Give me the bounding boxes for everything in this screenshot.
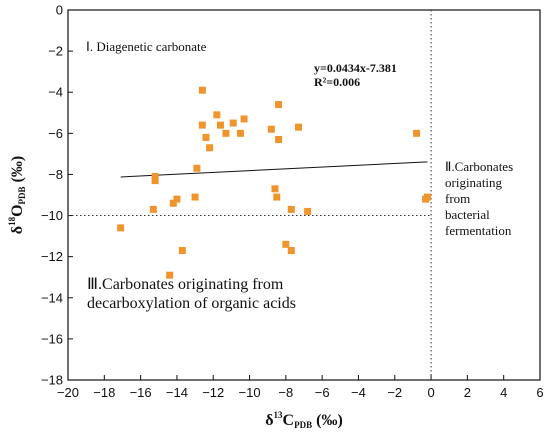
- data-point: [173, 195, 181, 203]
- data-point: [229, 119, 237, 127]
- x-axis-title-sup: 13: [274, 410, 284, 420]
- data-point: [169, 199, 177, 207]
- y-axis-title-symbol: O: [9, 204, 26, 216]
- region-2-label-line-1: Ⅱ.Carbonates: [445, 159, 513, 174]
- y-tick-label: −16: [41, 331, 63, 346]
- x-axis-title-delta: δ: [265, 412, 273, 429]
- data-point: [206, 144, 214, 152]
- data-point: [198, 86, 206, 94]
- region-3-label-line-2: decarboxylation of organic acids: [87, 295, 296, 312]
- y-tick-label: −18: [41, 373, 63, 388]
- y-tick-label: −8: [48, 167, 63, 182]
- data-point: [202, 133, 210, 141]
- data-point: [282, 240, 290, 248]
- data-point: [236, 129, 244, 137]
- data-point: [222, 129, 230, 137]
- data-point: [273, 193, 281, 201]
- y-tick-label: −4: [48, 85, 63, 100]
- data-point: [166, 271, 174, 279]
- data-point: [287, 205, 295, 213]
- y-tick-label: −2: [48, 44, 63, 59]
- x-tick-label: 2: [464, 385, 471, 400]
- x-tick-label: −6: [315, 385, 330, 400]
- data-point: [271, 185, 279, 193]
- y-axis-title-sub: PDB: [17, 186, 27, 204]
- trendline: [120, 161, 428, 178]
- region-2-label-line-2: originating: [445, 175, 503, 190]
- data-point: [275, 101, 283, 109]
- y-tick-label: 0: [56, 3, 63, 18]
- x-tick-label: −10: [239, 385, 261, 400]
- equation-line-2: R²=0.006: [314, 75, 360, 89]
- region-2-label-line-5: fermentation: [445, 223, 512, 238]
- data-point: [267, 125, 275, 133]
- region-2-label-line-3: from: [445, 191, 470, 206]
- data-point: [295, 123, 303, 131]
- data-point: [117, 224, 125, 232]
- x-axis-title: δ13CPDB (‰): [265, 410, 343, 430]
- data-point: [423, 193, 431, 201]
- x-axis-title-sub: PDB: [294, 420, 312, 430]
- x-tick-label: 4: [500, 385, 507, 400]
- data-point: [191, 193, 199, 201]
- data-point: [287, 247, 295, 254]
- data-point: [216, 121, 224, 129]
- x-axis-title-symbol: C: [283, 412, 295, 429]
- data-point: [213, 111, 221, 119]
- trendline-group: [120, 161, 428, 178]
- x-tick-label: −16: [130, 385, 152, 400]
- y-tick-label: −6: [48, 126, 63, 141]
- region-3-label-line-1: Ⅲ.Carbonates originating from: [87, 276, 284, 293]
- y-tick-label: −14: [41, 290, 63, 305]
- x-axis-ticks: −20 −18 −16 −14 −12 −10 −8 −6 −4 −2 0 2 4 6: [57, 375, 544, 400]
- data-point: [178, 247, 186, 254]
- data-point: [149, 205, 157, 213]
- y-axis-title-unit: (‰): [9, 156, 26, 187]
- x-tick-label: −14: [166, 385, 188, 400]
- x-tick-label: −18: [93, 385, 115, 400]
- region-1-label: Ⅰ. Diagenetic carbonate: [86, 39, 207, 54]
- data-point: [240, 115, 248, 123]
- data-point: [193, 164, 201, 172]
- equation-line-1: y=0.0434x-7.381: [314, 61, 397, 75]
- y-tick-label: −12: [41, 249, 63, 264]
- reference-lines: [68, 10, 432, 380]
- data-points: [117, 86, 431, 279]
- data-point: [304, 207, 312, 215]
- data-point: [151, 173, 159, 180]
- x-tick-label: −12: [202, 385, 224, 400]
- y-axis-title: δ18OPDB (‰): [7, 156, 27, 234]
- y-axis-ticks: 0 −2 −4 −6 −8 −10 −12 −14 −16 −18: [41, 3, 73, 388]
- x-axis-title-unit: (‰): [312, 412, 343, 429]
- data-point: [151, 177, 159, 185]
- region-2-label-line-4: bacterial: [445, 207, 490, 222]
- y-axis-title-delta: δ: [9, 226, 26, 234]
- plot-frame: [67, 9, 541, 381]
- x-tick-label: −20: [57, 385, 79, 400]
- y-axis-title-sup: 18: [7, 216, 17, 226]
- data-point: [413, 129, 421, 137]
- y-tick-label: −10: [41, 208, 63, 223]
- x-tick-label: −8: [278, 385, 293, 400]
- x-tick-label: 0: [427, 385, 434, 400]
- data-point: [275, 136, 283, 143]
- x-tick-label: 6: [536, 385, 543, 400]
- data-point: [198, 121, 206, 129]
- x-tick-label: −2: [387, 385, 402, 400]
- x-tick-label: −4: [351, 385, 366, 400]
